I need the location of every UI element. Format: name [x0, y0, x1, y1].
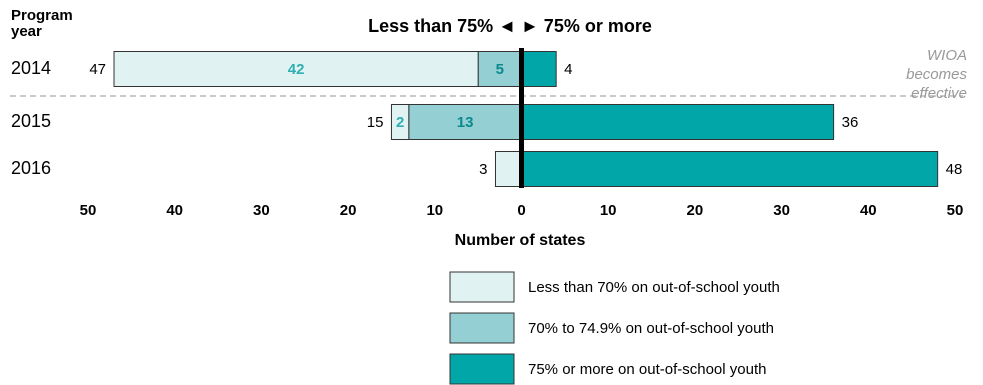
data-label: 2: [396, 114, 404, 131]
annotation: becomes: [906, 66, 967, 83]
x-tick-label: 50: [947, 202, 964, 219]
data-label: 5: [496, 61, 504, 78]
category-label: 2016: [11, 158, 51, 178]
x-tick-label: 20: [687, 202, 704, 219]
category-label: year: [11, 23, 42, 40]
legend-swatch: [449, 353, 515, 385]
x-tick-label: 50: [80, 202, 97, 219]
x-tick-label: 40: [166, 202, 183, 219]
category-label: 2015: [11, 111, 51, 131]
legend-label: 70% to 74.9% on out-of-school youth: [528, 320, 774, 337]
legend-swatch: [449, 271, 515, 303]
x-tick-label: 10: [426, 202, 443, 219]
total-label: 47: [89, 61, 106, 78]
category-label: Program: [11, 7, 73, 24]
annotation: WIOA: [927, 47, 967, 64]
data-label: 36: [842, 114, 859, 131]
annotation: effective: [911, 85, 967, 102]
legend-label: 75% or more on out-of-school youth: [528, 361, 766, 378]
x-tick-label: 10: [600, 202, 617, 219]
bar-segment: [494, 151, 522, 187]
x-tick-label: 0: [517, 202, 525, 219]
legend-label: Less than 70% on out-of-school youth: [528, 279, 780, 296]
bar-segment: [521, 51, 557, 87]
data-label: 13: [457, 114, 474, 131]
data-label: 48: [946, 161, 963, 178]
bar-segment: [390, 104, 410, 140]
data-label: 42: [288, 61, 305, 78]
category-label: 2014: [11, 58, 51, 78]
bar-segment: [113, 51, 479, 87]
legend-swatch: [449, 312, 515, 344]
x-tick-label: 30: [773, 202, 790, 219]
chart-title: Less than 75% ◄ ► 75% or more: [368, 16, 652, 36]
x-axis-label: Number of states: [455, 232, 586, 249]
data-label: 4: [564, 61, 572, 78]
bar-segment: [521, 104, 835, 140]
total-label: 15: [367, 114, 384, 131]
total-label: 3: [479, 161, 487, 178]
bar-segment: [521, 151, 939, 187]
x-tick-label: 30: [253, 202, 270, 219]
x-tick-label: 20: [340, 202, 357, 219]
bar-segment: [477, 51, 522, 87]
x-tick-label: 40: [860, 202, 877, 219]
